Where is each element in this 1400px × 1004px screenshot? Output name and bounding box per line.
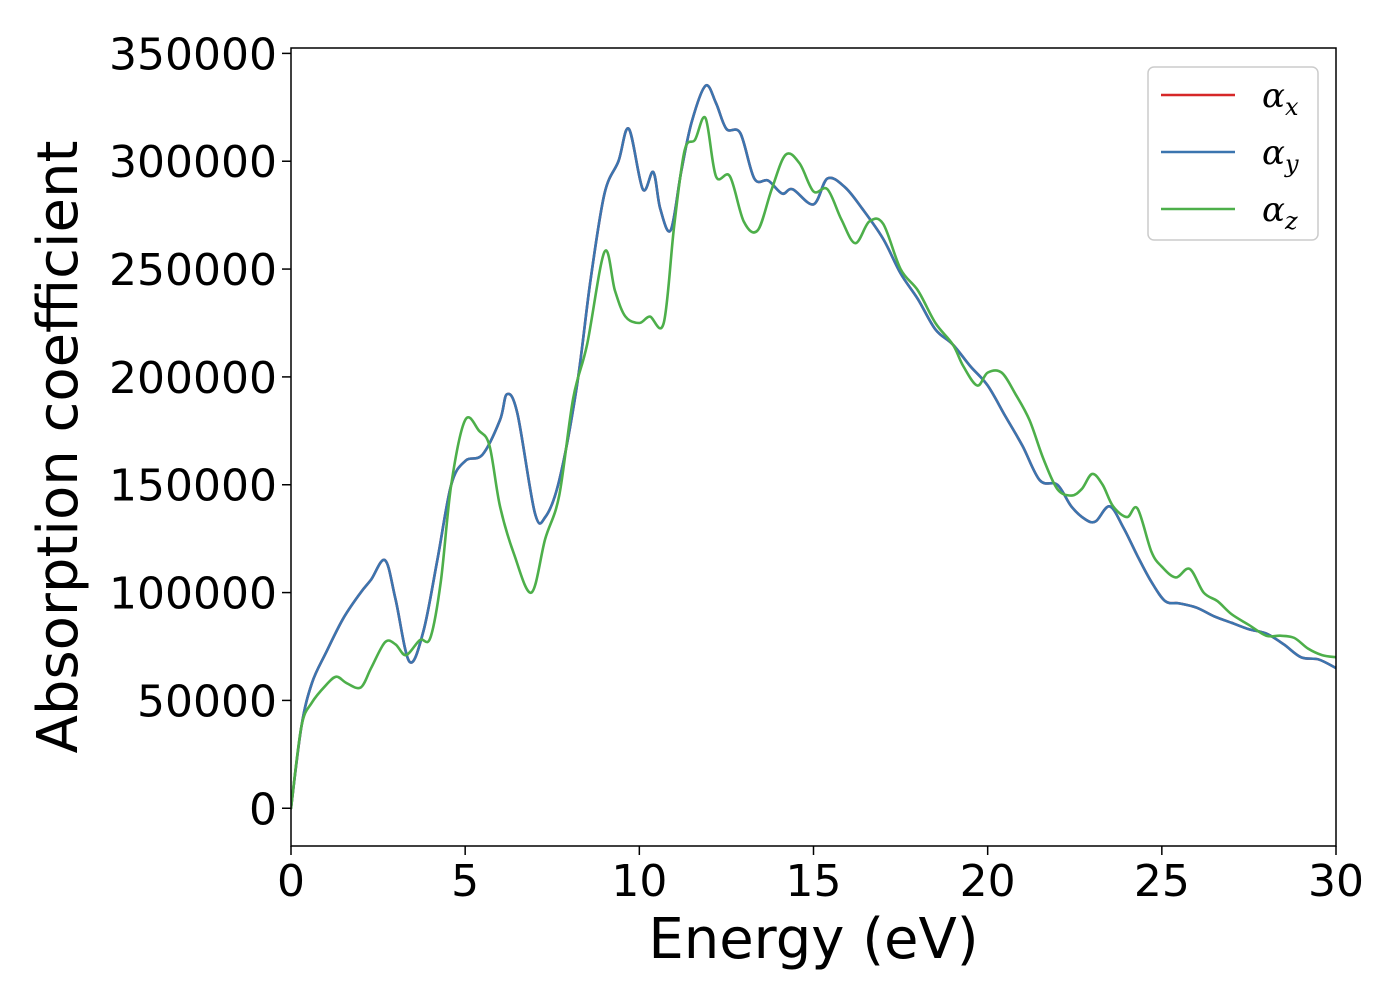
x-tick-label: 0	[277, 856, 305, 907]
x-tick-label: 15	[786, 856, 842, 907]
legend-label-x: αx	[1262, 76, 1299, 121]
y-tick-label: 250000	[109, 245, 277, 296]
x-tick-label: 25	[1134, 856, 1190, 907]
y-tick-label: 50000	[137, 676, 277, 727]
legend-symbol: α	[1262, 133, 1285, 173]
x-tick-label: 30	[1308, 856, 1364, 907]
y-tick-label: 300000	[109, 137, 277, 188]
y-axis-ticks: 0 50000 100000 150000 200000 250000 300000 3500…	[109, 29, 291, 835]
series-lines	[291, 83, 1336, 810]
legend-box	[1147, 66, 1319, 241]
x-tick-label: 20	[960, 856, 1016, 907]
series-line-z	[291, 115, 1336, 810]
y-tick-label: 350000	[109, 29, 277, 80]
y-tick-label: 150000	[109, 461, 277, 512]
x-axis-ticks: 0 5 10 15 20 25 30	[277, 846, 1364, 907]
legend-symbol: α	[1262, 76, 1285, 116]
y-tick-label: 200000	[109, 353, 277, 404]
x-axis-label: Energy (eV)	[648, 907, 978, 972]
legend-subscript: x	[1285, 93, 1299, 121]
y-tick-label: 100000	[109, 569, 277, 620]
legend-symbol: α	[1262, 190, 1285, 230]
y-axis-label: Absorption coefficient	[26, 141, 91, 754]
legend-subscript: z	[1284, 207, 1298, 235]
y-tick-label: 0	[249, 784, 277, 835]
legend-subscript: y	[1284, 150, 1299, 178]
x-tick-label: 10	[611, 856, 667, 907]
x-tick-label: 5	[451, 856, 479, 907]
legend-label-z: αz	[1262, 190, 1298, 235]
legend-label-y: αy	[1262, 133, 1299, 178]
